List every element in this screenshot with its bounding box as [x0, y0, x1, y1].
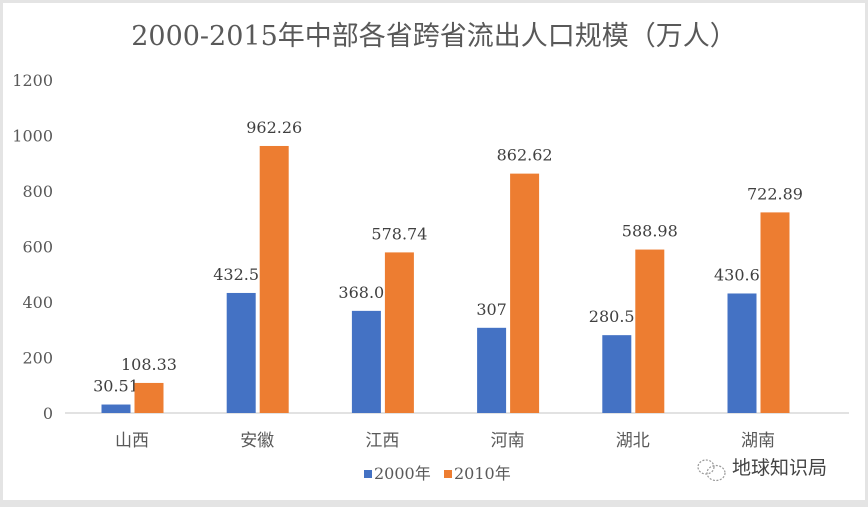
chart-frame: 2000-2015年中部各省跨省流出人口规模（万人） 0 200 400 600 800…	[3, 3, 865, 500]
legend-swatch	[364, 470, 372, 478]
y-axis: 0 200 400 600 800 1000 1200	[12, 71, 53, 423]
bar-series-2010	[635, 249, 665, 413]
bar-chart: 2000-2015年中部各省跨省流出人口规模（万人） 0 200 400 600 800…	[12, 21, 849, 483]
y-tick-label: 800	[22, 182, 53, 201]
chart-title: 2000-2015年中部各省跨省流出人口规模（万人）	[131, 21, 737, 52]
bars: 30.51 108.33 432.58 962.26 368.03 578.74 307 86…	[93, 118, 803, 414]
bar-series-2000	[727, 293, 757, 413]
watermark: 地球知识局	[697, 457, 827, 482]
bar-series-2010	[134, 382, 164, 413]
data-label: 862.62	[497, 146, 553, 165]
bar-series-2000	[477, 327, 507, 413]
y-tick-label: 600	[22, 238, 53, 257]
x-tick-label: 江西	[365, 431, 399, 451]
bar-series-2010	[760, 212, 790, 413]
bar-series-2010	[510, 173, 540, 413]
x-tick-label: 安徽	[240, 431, 274, 451]
data-label: 578.74	[371, 224, 427, 243]
legend: 2000年 2010年	[364, 464, 511, 483]
legend-label: 2010年	[454, 464, 511, 483]
data-label: 962.26	[246, 118, 302, 137]
bar-series-2000	[602, 335, 632, 413]
bar-series-2010	[259, 145, 289, 414]
data-label: 432.58	[213, 265, 269, 284]
data-label: 307	[476, 300, 507, 319]
bar-series-2000	[101, 404, 131, 413]
legend-swatch	[444, 470, 452, 478]
data-label: 108.33	[121, 355, 177, 374]
data-label: 30.51	[93, 377, 139, 396]
x-tick-label: 河南	[491, 431, 525, 451]
data-label: 430.69	[714, 265, 770, 284]
x-axis-labels: 山西 安徽 江西 河南 湖北 湖南	[115, 431, 775, 451]
bar-series-2000	[226, 292, 256, 413]
x-tick-label: 湖南	[741, 431, 775, 451]
legend-label: 2000年	[374, 464, 431, 483]
y-tick-label: 200	[22, 349, 53, 368]
y-tick-label: 0	[43, 404, 53, 423]
wechat-icon	[697, 459, 726, 482]
data-label: 722.89	[747, 184, 803, 203]
data-label: 588.98	[622, 222, 678, 241]
bar-series-2000	[351, 310, 381, 413]
data-label: 368.03	[338, 283, 394, 302]
x-tick-label: 湖北	[616, 431, 650, 451]
bar-series-2010	[384, 252, 414, 413]
watermark-text: 地球知识局	[732, 457, 827, 479]
y-tick-label: 1000	[12, 127, 53, 146]
y-tick-label: 1200	[12, 71, 53, 90]
data-label: 280.52	[589, 307, 645, 326]
x-tick-label: 山西	[115, 431, 149, 451]
y-tick-label: 400	[22, 293, 53, 312]
